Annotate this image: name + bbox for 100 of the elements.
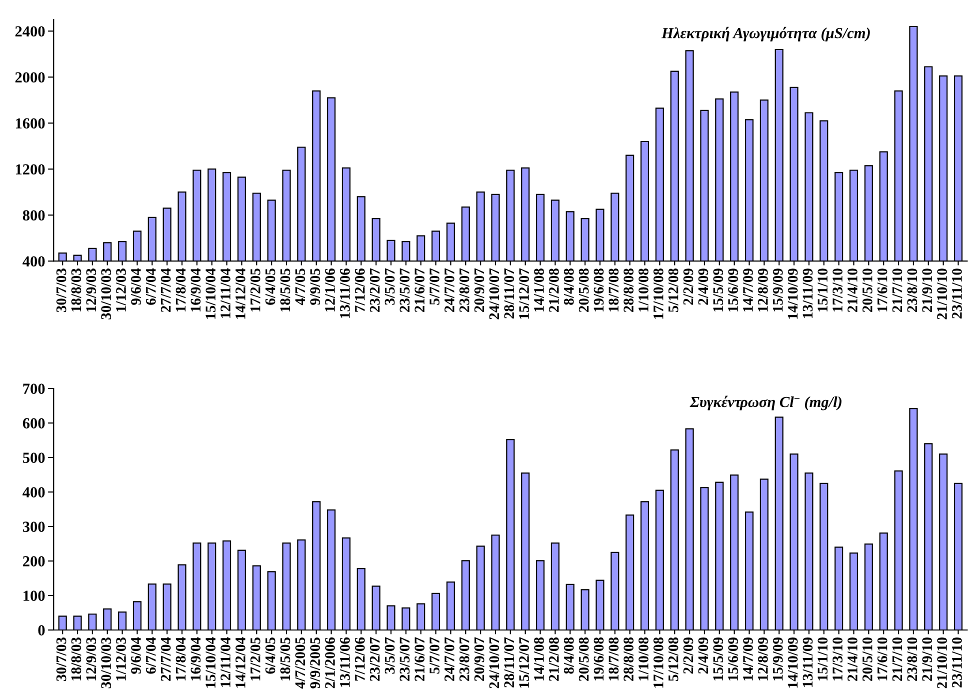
x-tick-label: 23/11/10 [952,638,962,688]
y-tick-label: 700 [23,384,45,394]
y-tick-label: 2000 [15,72,45,83]
x-tick-label: 28/11/07 [504,268,514,318]
x-tick-label: 23/5/07 [400,268,410,312]
x-tick-label: 15/9/09 [772,637,783,680]
x-tick-label: 17/6/10 [877,638,888,680]
x-tick-label: 2/1/2006 [325,637,335,688]
x-tick-label: 6/7/04 [146,268,156,305]
x-tick-label: 12/1/06 [325,268,335,312]
y-tick-label: 300 [22,522,45,532]
x-tick-label: 15/9/09 [772,268,783,312]
x-tick-label: 27/7/04 [160,637,171,681]
x-tick-label: 30/10/03 [101,268,112,320]
y-tick-label: 400 [22,256,45,267]
y-tick-label: 600 [22,418,45,428]
y-tick-label: 500 [22,452,45,463]
x-tick-label: 21/10/10 [937,268,947,320]
x-tick-label: 14/12/04 [236,268,246,319]
x-tick-label: 3/5/07 [384,637,395,674]
x-tick-label: 24/10/07 [489,637,500,688]
x-tick-label: 17/8/04 [176,268,186,312]
x-tick-label: 9/6/04 [131,637,141,674]
y-tick-label: 400 [22,487,45,498]
x-tick-label: 1/12/03 [116,637,126,680]
x-tick-label: 21/6/07 [414,637,424,681]
x-tick-label: 6/4/05 [265,268,276,305]
y-tick-label: 2400 [15,26,45,37]
x-tick-label: 17/10/08 [654,637,664,688]
x-tick-label: 15/5/09 [713,637,724,680]
x-tick-label: 19/6/08 [594,637,604,680]
x-tick-label: 20/5/08 [578,637,589,681]
x-tick-label: 2/2/09 [683,268,694,305]
x-tick-label: 23/11/10 [952,268,962,318]
x-tick-label: 20/5/10 [862,268,872,312]
x-tick-label: 9/9/05 [310,268,320,305]
x-tick-label: 17/10/08 [654,268,664,319]
x-tick-label: 18/5/05 [280,268,290,312]
x-tick-label: 21/10/10 [937,638,947,688]
x-tick-label: 18/8/03 [71,637,82,680]
chart-title: Συγκέντρωση Cl$^{−}$ (mg/l) [690,396,842,410]
x-tick-label: 15/5/09 [713,268,724,312]
x-tick-label: 16/9/04 [190,268,201,312]
x-tick-label: 24/7/07 [444,268,454,312]
x-tick-label: 9/6/04 [131,268,141,305]
x-tick-label: 1/10/08 [638,637,648,680]
x-tick-label: 23/2/07 [370,268,380,312]
x-tick-label: 20/5/10 [862,638,872,681]
x-tick-label: 15/1/10 [818,638,828,680]
x-tick-label: 14/7/09 [743,637,753,680]
x-tick-label: 12/9/03 [86,637,96,680]
x-tick-label: 21/6/07 [414,268,424,312]
x-tick-label: 24/7/07 [444,637,454,681]
x-tick-label: 28/8/08 [624,637,634,681]
x-tick-label: 28/8/08 [624,268,634,312]
x-tick-label: 21/4/10 [848,638,858,681]
x-tick-label: 21/7/10 [892,268,902,312]
x-tick-label: 18/8/03 [71,268,82,312]
x-tick-label: 19/6/08 [594,268,604,312]
x-tick-label: 13/11/06 [340,268,350,318]
x-tick-label: 17/8/04 [176,637,186,680]
x-tick-label: 23/8/10 [907,268,918,312]
x-tick-label: 14/12/04 [236,637,246,688]
x-tick-label: 12/8/09 [758,637,768,680]
x-tick-label: 24/10/07 [489,268,500,320]
x-tick-label: 20/9/07 [474,637,484,681]
x-tick-label: 23/8/07 [459,268,470,312]
x-tick-label: 8/4/08 [564,637,574,674]
x-tick-label: 8/4/08 [564,268,574,305]
x-tick-label: 9/9/2005 [310,637,320,688]
x-tick-label: 14/1/08 [534,637,544,680]
x-tick-label: 15/6/09 [728,268,738,312]
x-tick-label: 2/4/09 [698,268,708,305]
x-tick-label: 16/9/04 [190,637,201,680]
y-tick-label: 100 [24,590,45,601]
x-tick-label: 18/7/08 [608,268,619,312]
x-tick-label: 5/7/07 [430,268,440,305]
y-tick-label: 800 [22,210,45,221]
x-tick-label: 21/9/10 [922,638,932,681]
x-tick-label: 15/6/09 [728,637,738,680]
x-tick-label: 18/7/08 [608,637,619,680]
x-tick-label: 30/10/03 [101,637,112,688]
x-tick-label: 27/7/04 [160,268,171,312]
y-tick-label: 1600 [16,118,45,129]
y-tick-label: 0 [38,625,45,636]
x-tick-label: 5/12/08 [668,637,678,681]
x-tick-label: 21/9/10 [922,268,932,312]
x-tick-label: 15/10/04 [206,637,216,688]
x-tick-label: 21/2/08 [549,637,559,681]
y-tick-label: 200 [23,556,45,566]
x-tick-label: 17/2/05 [250,268,260,312]
x-tick-label: 21/2/08 [549,268,559,312]
x-tick-label: 23/2/07 [370,637,380,681]
x-tick-label: 17/3/10 [832,268,842,312]
x-tick-label: 5/12/08 [668,268,678,312]
x-tick-label: 12/9/03 [86,268,96,312]
x-tick-label: 30/7/03 [56,268,66,312]
x-tick-label: 15/10/04 [206,268,216,319]
x-tick-label: 23/8/10 [907,638,918,681]
x-tick-label: 30/7/03 [56,637,66,681]
